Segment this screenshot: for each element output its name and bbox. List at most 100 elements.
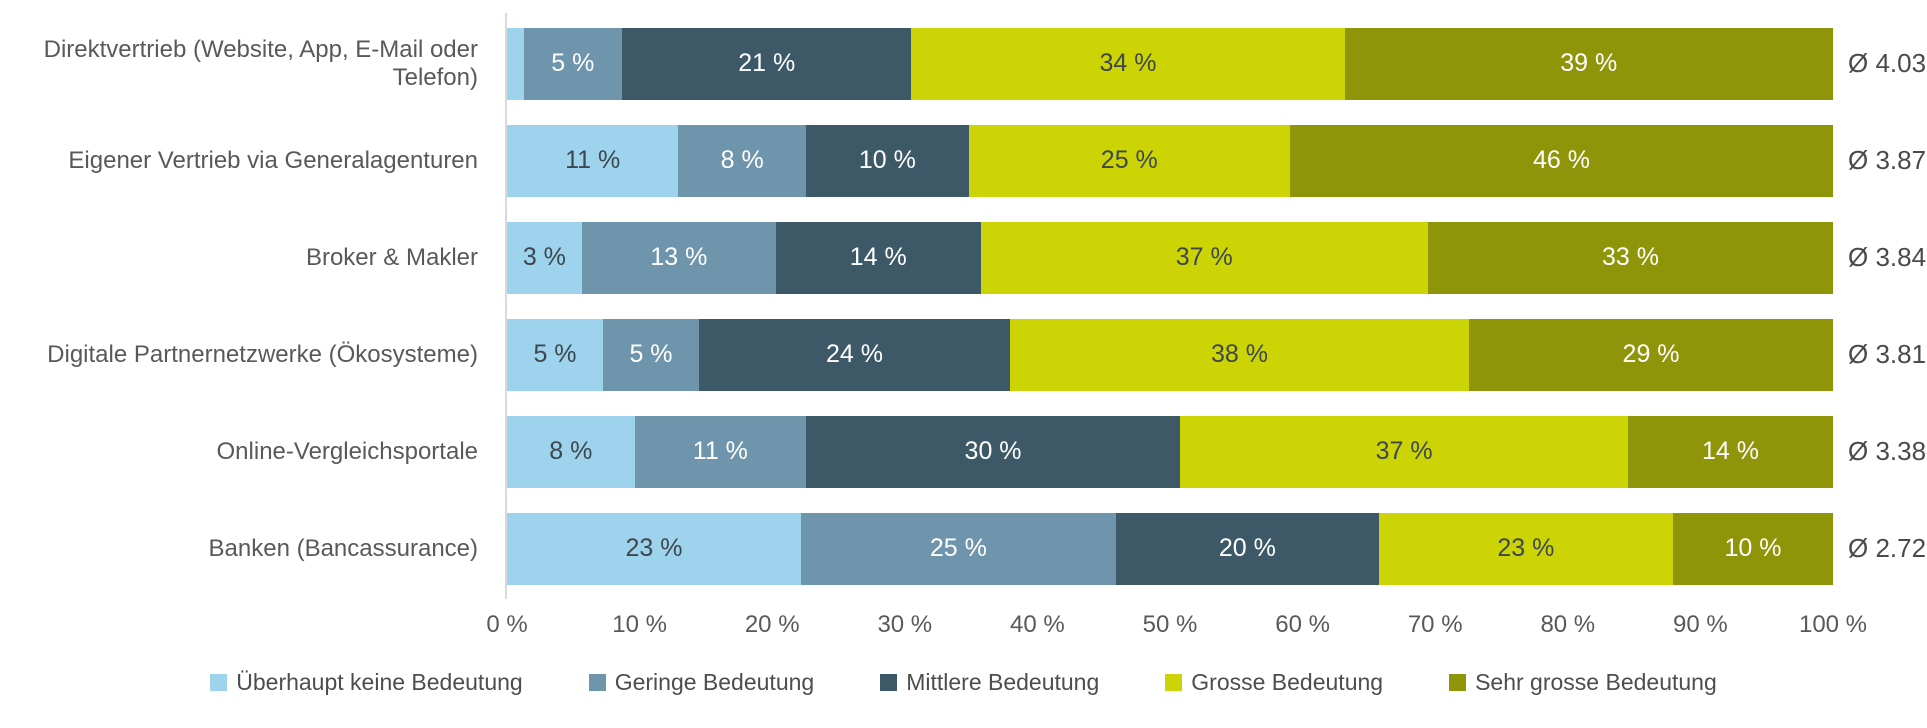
legend-label: Geringe Bedeutung [614,669,815,695]
legend-swatch [210,674,228,691]
x-axis: 0 % 10 % 20 % 30 % 40 % 50 % 60 % 70 % 8… [0,597,1927,645]
segment-value-label: 20 % [1218,534,1276,562]
segment-value-label: 8 % [720,146,764,174]
segment-value-label: 23 % [1497,534,1555,562]
average-label: Ø 4.03 [1848,48,1927,78]
segment-value-label: 38 % [1211,340,1269,368]
legend-label: Sehr grosse Bedeutung [1475,669,1717,695]
segment-value-label: 5 % [629,340,673,368]
legend-item: Überhaupt keine Bedeutung [210,669,523,696]
category-label: Direktvertrieb (Website, App, E-Mail ode… [43,35,478,91]
legend-swatch [1165,674,1183,691]
segment-value-label: 5 % [551,49,595,77]
x-axis-tick-label: 60 % [1275,611,1330,638]
bar-segment: 21 % [622,27,912,100]
segment-value-label: 11 % [692,437,748,465]
legend-item: Grosse Bedeutung [1165,669,1383,696]
segment-value-label: 13 % [650,243,708,271]
average-label: Ø 2.72 [1848,533,1927,563]
x-axis-tick-label: 30 % [877,611,933,638]
segment-value-label: 23 % [625,534,683,562]
bar-segment: 25 % [968,124,1290,197]
segment-value-label: 33 % [1601,243,1659,271]
bar-segment: 14 % [775,221,981,294]
bar-segment: 34 % [911,27,1345,100]
average-label: Ø 3.84 [1848,242,1927,272]
x-axis-tick-label: 0 % [486,611,528,638]
segment-value-label: 25 % [929,534,987,562]
segment-value-label: 46 % [1532,146,1590,174]
bar-segment: 46 % [1289,124,1834,197]
bar-segment: 10 % [1672,512,1833,585]
segment-value-label: 14 % [1702,437,1760,465]
x-axis-tick-label: 20 % [744,611,800,638]
bar-track: 5 % 21 % 34 % 39 % [507,27,1833,100]
average-label: Ø 3.81 [1848,339,1927,369]
y-axis-line [505,13,507,599]
x-axis-tick-label: 90 % [1673,611,1728,638]
bar-row: Online-Vergleichsportale 8 % 11 % 30 % 3… [0,403,1927,500]
category-label: Eigener Vertrieb via Generalagenturen [68,146,478,174]
bar-segment: 39 % [1344,27,1833,100]
segment-value-label: 10 % [1724,534,1782,562]
segment-value-label: 5 % [533,340,577,368]
bar-segment: 13 % [581,221,776,294]
bar-segment: 37 % [980,221,1428,294]
bar-track: 11 % 8 % 10 % 25 % 46 % [507,124,1834,197]
bar-segment [507,27,524,100]
segment-value-label: 29 % [1622,340,1680,368]
segment-value-label: 34 % [1099,49,1157,77]
segment-value-label: 11 % [565,146,621,174]
bar-segment: 30 % [806,415,1181,488]
bar-row: Broker & Makler 3 % 13 % 14 % 37 % 33 % … [0,209,1927,306]
category-label: Banken (Bancassurance) [208,534,478,562]
bar-segment: 5 % [507,318,603,391]
x-axis-tick-label: 50 % [1142,611,1198,638]
bar-segment: 11 % [634,415,807,488]
segment-value-label: 8 % [549,437,593,465]
category-label: Digitale Partnernetzwerke (Ökosysteme) [47,340,478,368]
segment-value-label: 39 % [1560,49,1618,77]
bar-row: Digitale Partnernetzwerke (Ökosysteme) 5… [0,306,1927,403]
bar-row: Banken (Bancassurance) 23 % 25 % 20 % 23… [0,500,1927,597]
bar-segment: 3 % [507,221,582,294]
bar-segment: 24 % [699,318,1010,391]
plot-area: Direktvertrieb (Website, App, E-Mail ode… [0,13,1927,645]
bar-segment: 23 % [507,512,802,585]
bar-segment: 38 % [1009,318,1470,391]
segment-value-label: 14 % [849,243,907,271]
bar-segment: 33 % [1427,221,1834,294]
bar-segment: 25 % [801,512,1116,585]
legend-swatch [880,674,898,691]
average-label: Ø 3.87 [1848,145,1927,175]
bar-track: 23 % 25 % 20 % 23 % 10 % [507,512,1833,585]
x-axis-left-spacer [0,597,505,645]
segment-value-label: 37 % [1175,243,1233,271]
category-label: Broker & Makler [305,243,478,271]
segment-value-label: 21 % [738,49,796,77]
x-axis-tick-label: 80 % [1540,611,1596,638]
x-axis-tick-label: 100 % [1798,611,1868,638]
bar-segment: 20 % [1115,512,1379,585]
legend: Überhaupt keine Bedeutung Geringe Bedeut… [0,669,1927,696]
x-axis-tick-label: 10 % [612,611,667,638]
bar-row: Direktvertrieb (Website, App, E-Mail ode… [0,15,1927,112]
legend-item: Geringe Bedeutung [588,669,815,696]
x-axis-tick-label: 70 % [1407,611,1463,638]
legend-item: Mittlere Bedeutung [880,669,1099,696]
x-axis-ticks: 0 % 10 % 20 % 30 % 40 % 50 % 60 % 70 % 8… [486,597,1867,645]
category-label: Online-Vergleichsportale [216,437,478,465]
segment-value-label: 30 % [964,437,1022,465]
legend-label: Grosse Bedeutung [1191,669,1384,695]
legend-label: Mittlere Bedeutung [906,669,1100,695]
bar-segment: 5 % [603,318,699,391]
bar-segment: 8 % [678,124,807,197]
legend-item: Sehr grosse Bedeutung [1449,669,1717,696]
segment-value-label: 25 % [1100,146,1158,174]
bar-segment: 29 % [1469,318,1833,391]
legend-label: Überhaupt keine Bedeutung [236,669,523,695]
legend-swatch [1449,674,1467,691]
bar-segment: 37 % [1180,415,1629,488]
legend-swatch [588,674,606,691]
segment-value-label: 24 % [825,340,883,368]
